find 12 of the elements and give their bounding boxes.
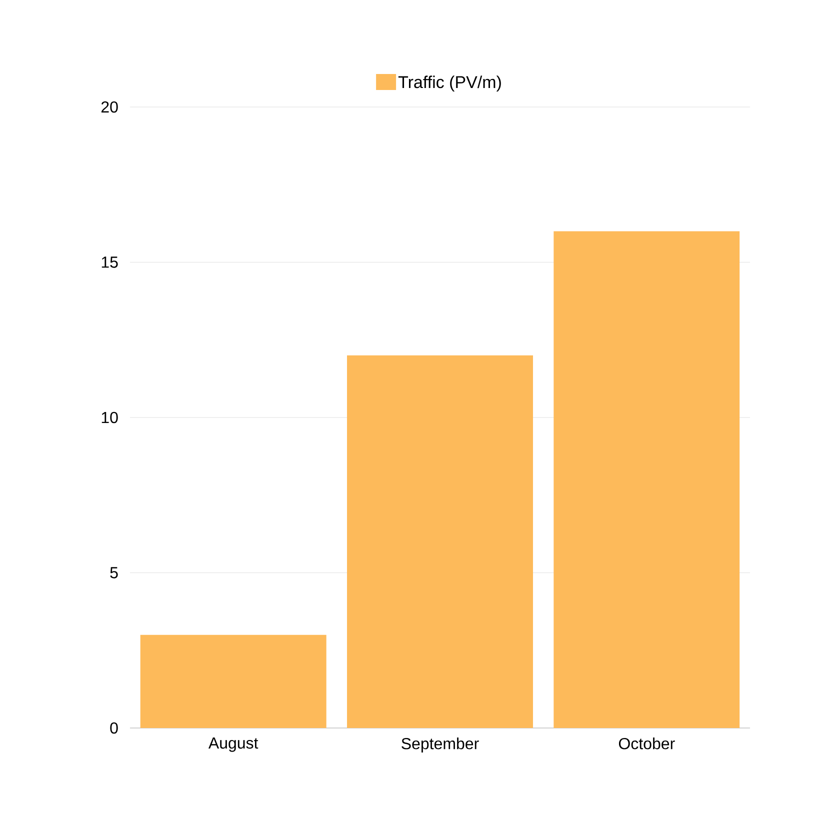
y-tick-label: 20 <box>101 101 118 113</box>
x-tick-label: October <box>618 738 675 750</box>
x-tick-label: September <box>402 738 479 752</box>
bar <box>347 355 534 728</box>
bar <box>554 231 740 728</box>
x-tick-label: August <box>208 738 258 752</box>
legend-label: Traffic (PV/m) <box>398 76 501 92</box>
bar <box>140 634 326 728</box>
y-tick-label: 0 <box>110 722 118 734</box>
y-tick-label: 15 <box>102 256 118 268</box>
y-tick-label: 10 <box>102 412 118 424</box>
y-tick-label: 5 <box>110 567 118 578</box>
